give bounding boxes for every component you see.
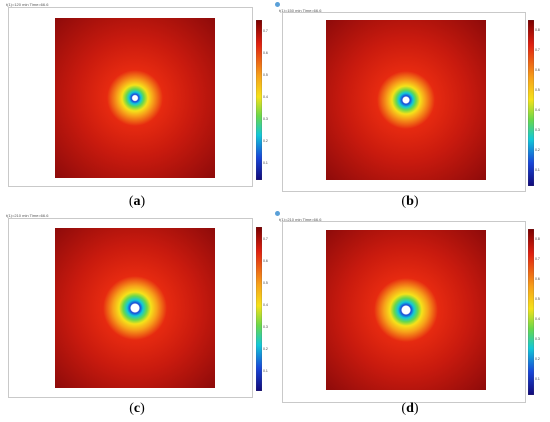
concentration-field — [326, 230, 486, 390]
color-bar-tick: 0.6 — [263, 51, 268, 55]
color-bar-tick: 0.8 — [535, 237, 540, 241]
color-bar-tick: 0.7 — [535, 257, 540, 261]
caption-letter: d — [406, 401, 414, 416]
panel-title: t(1)=210 min Time=66.6 — [279, 217, 322, 222]
panel-d: t(1)=210 min Time=66.6 0.8 0.7 0.6 0.5 0… — [275, 211, 550, 422]
panel-a: t(1)=120 min Time=66.6 0.7 0.6 0.5 0.4 0… — [0, 0, 275, 211]
concentration-field — [55, 228, 215, 388]
color-bar-tick: 0.1 — [263, 161, 268, 165]
color-bar-tick: 0.3 — [263, 117, 268, 121]
color-bar — [528, 20, 534, 186]
color-bar-tick: 0.5 — [263, 281, 268, 285]
color-bar-tick: 0.7 — [263, 237, 268, 241]
caption-letter: a — [133, 194, 141, 209]
panel-title: t(1)=210 min Time=66.6 — [6, 213, 49, 218]
color-bar-tick: 0.4 — [535, 108, 540, 112]
panel-caption: (b) — [401, 194, 419, 209]
color-bar-tick: 0.6 — [535, 277, 540, 281]
color-bar-tick: 0.4 — [535, 317, 540, 321]
software-logo-icon — [275, 2, 280, 7]
panel-c: t(1)=210 min Time=66.6 0.7 0.6 0.5 0.4 0… — [0, 211, 275, 422]
panel-b: t(1)=150 min Time=66.6 0.8 0.7 0.6 0.5 0… — [275, 0, 550, 211]
color-bar-tick: 0.6 — [263, 259, 268, 263]
color-bar-tick: 0.4 — [263, 303, 268, 307]
color-bar-tick: 0.2 — [535, 357, 540, 361]
panel-caption: (d) — [401, 401, 419, 416]
color-bar-tick: 0.2 — [535, 148, 540, 152]
color-bar-tick: 0.5 — [263, 73, 268, 77]
color-bar-tick: 0.3 — [263, 325, 268, 329]
panel-caption: (a) — [128, 194, 146, 209]
color-bar-tick: 0.7 — [535, 48, 540, 52]
color-bar-tick: 0.1 — [535, 377, 540, 381]
color-bar-tick: 0.6 — [535, 68, 540, 72]
panel-title: t(1)=150 min Time=66.6 — [279, 8, 322, 13]
caption-letter: b — [406, 194, 414, 209]
color-bar — [256, 227, 262, 391]
concentration-field — [55, 18, 215, 178]
color-bar — [256, 20, 262, 180]
color-bar-tick: 0.1 — [535, 168, 540, 172]
color-bar-tick: 0.5 — [535, 297, 540, 301]
color-bar-tick: 0.8 — [535, 28, 540, 32]
color-bar-tick: 0.5 — [535, 88, 540, 92]
panel-caption: (c) — [129, 401, 145, 416]
color-bar-tick: 0.4 — [263, 95, 268, 99]
color-bar-tick: 0.2 — [263, 347, 268, 351]
caption-letter: c — [133, 401, 141, 416]
color-bar-tick: 0.7 — [263, 29, 268, 33]
color-bar-tick: 0.2 — [263, 139, 268, 143]
color-bar — [528, 229, 534, 395]
color-bar-tick: 0.3 — [535, 128, 540, 132]
color-bar-tick: 0.1 — [263, 369, 268, 373]
software-logo-icon — [275, 211, 280, 216]
color-bar-tick: 0.3 — [535, 337, 540, 341]
panel-title: t(1)=120 min Time=66.6 — [6, 2, 49, 7]
concentration-field — [326, 20, 486, 180]
